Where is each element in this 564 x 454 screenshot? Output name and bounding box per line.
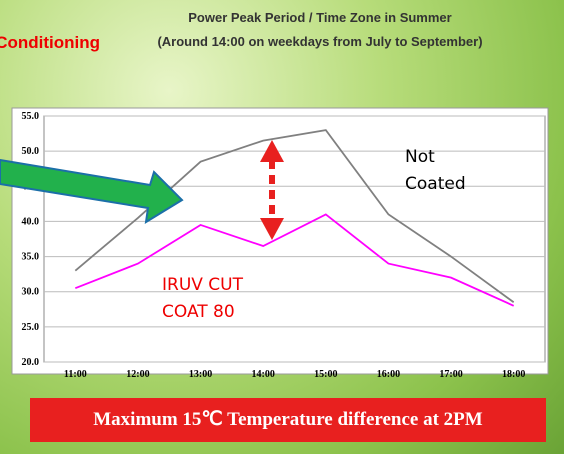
y-tick-label: 55.0 xyxy=(22,111,40,122)
x-tick-label: 16:00 xyxy=(377,369,400,380)
y-tick-label: 25.0 xyxy=(22,322,40,333)
page: Power Peak Period / Time Zone in Summer … xyxy=(0,0,564,454)
x-tick-label: 11:00 xyxy=(64,369,87,380)
y-tick-label: 35.0 xyxy=(22,252,40,263)
cut-text: -Conditioning xyxy=(0,33,100,52)
series-label: IRUV CUT COAT 80 xyxy=(162,272,272,326)
y-tick-label: 50.0 xyxy=(22,146,40,157)
note-text: Maximum 15℃ Temperature difference at 2P… xyxy=(93,409,483,430)
chart: Power Peak Period / Time Zone in Summer … xyxy=(0,0,564,454)
chart-title: Power Peak Period / Time Zone in Summer xyxy=(188,10,451,25)
y-tick-label: 20.0 xyxy=(22,357,40,368)
x-tick-label: 15:00 xyxy=(314,369,337,380)
x-tick-label: 14:00 xyxy=(252,369,275,380)
x-tick-label: 12:00 xyxy=(126,369,149,380)
y-tick-label: 30.0 xyxy=(22,287,40,298)
x-tick-label: 18:00 xyxy=(502,369,525,380)
x-tick-label: 17:00 xyxy=(439,369,462,380)
chart-subtitle: (Around 14:00 on weekdays from July to S… xyxy=(157,34,482,49)
series-label: Not Coated xyxy=(405,144,485,198)
x-tick-label: 13:00 xyxy=(189,369,212,380)
y-tick-label: 40.0 xyxy=(22,216,40,227)
